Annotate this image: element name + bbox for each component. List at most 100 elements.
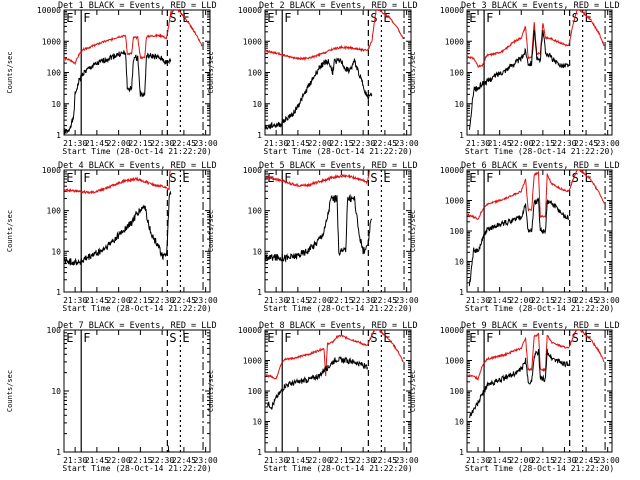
- x-axis-label: Start Time (28-Oct-14 21:22:20): [62, 147, 211, 156]
- x-tick-label: 22:30: [351, 139, 375, 148]
- panel-det-8: Det 8 BLACK = Events, RED = LLD Counts/se…: [207, 321, 419, 473]
- y-tick-label: 10000: [37, 6, 61, 15]
- marker-label-E: E: [469, 171, 476, 185]
- series-events: [468, 348, 570, 419]
- marker-label-E: E: [469, 331, 476, 345]
- x-tick-label: 21:30: [264, 139, 288, 148]
- y-tick-label: 10: [51, 247, 61, 256]
- x-tick-label: 23:00: [194, 456, 218, 465]
- marker-label-F: F: [284, 331, 291, 345]
- y-tick-label: 100: [450, 69, 465, 78]
- panel-det-5: Det 5 BLACK = Events, RED = LLD Counts/se…: [207, 161, 419, 313]
- x-tick-label: 23:00: [395, 456, 419, 465]
- x-tick-label: 21:30: [466, 296, 490, 305]
- series-events: [265, 193, 373, 263]
- panel-title: Det 7 BLACK = Events, RED = LLD: [58, 321, 217, 331]
- y-tick-label: 10: [454, 100, 464, 109]
- y-tick-label: 100: [47, 326, 62, 335]
- axes-frame: [63, 329, 211, 453]
- y-tick-label: 1000: [42, 166, 61, 175]
- x-tick-label: 21:30: [63, 456, 87, 465]
- series-events: [265, 57, 373, 131]
- x-tick-label: 23:00: [395, 296, 419, 305]
- x-tick-label: 22:30: [552, 456, 576, 465]
- marker-label-E: E: [182, 171, 189, 185]
- x-tick-label: 22:15: [329, 139, 353, 148]
- x-tick-label: 21:30: [466, 456, 490, 465]
- panel-title: Det 9 BLACK = Events, RED = LLD: [461, 321, 620, 331]
- y-tick-label: 100: [248, 207, 263, 216]
- marker-label-S: S: [572, 171, 579, 185]
- marker-label-E: E: [267, 331, 274, 345]
- marker-label-S: S: [370, 11, 377, 25]
- x-tick-label: 21:45: [286, 296, 310, 305]
- x-tick-label: 22:00: [308, 139, 332, 148]
- y-tick-label: 10: [51, 387, 61, 396]
- y-axis-label: Counts/sec: [6, 51, 14, 93]
- y-axis-label: Counts/sec: [6, 370, 14, 412]
- marker-label-E: E: [267, 11, 274, 25]
- y-tick-label: 1: [257, 131, 262, 140]
- series-events: [64, 190, 172, 266]
- x-tick-label: 22:45: [373, 456, 397, 465]
- panel-det-2: Det 2 BLACK = Events, RED = LLD Counts/se…: [207, 1, 419, 156]
- x-tick-label: 21:30: [63, 139, 87, 148]
- marker-label-S: S: [370, 331, 377, 345]
- x-tick-label: 21:45: [488, 456, 512, 465]
- marker-label-F: F: [83, 171, 90, 185]
- marker-label-F: F: [486, 11, 493, 25]
- x-tick-label: 22:45: [574, 139, 598, 148]
- panel-title: Det 2 BLACK = Events, RED = LLD: [259, 1, 418, 11]
- axes-frame: [264, 329, 412, 453]
- marker-label-E: E: [182, 331, 189, 345]
- panel-det-4: Det 4 BLACK = Events, RED = LLD Counts/se…: [6, 161, 218, 313]
- y-axis-label: Counts/sec: [409, 210, 417, 252]
- y-tick-label: 10000: [440, 6, 464, 15]
- x-tick-label: 22:15: [329, 296, 353, 305]
- series-lld: [467, 170, 605, 220]
- x-axis-label: Start Time (28-Oct-14 21:22:20): [263, 464, 412, 473]
- series-lld: [467, 330, 605, 381]
- x-tick-label: 22:00: [107, 139, 131, 148]
- panel-det-3: Det 3 BLACK = Events, RED = LLD Counts/se…: [409, 1, 620, 156]
- x-axis-label: Start Time (28-Oct-14 21:22:20): [62, 464, 211, 473]
- series-lld: [265, 170, 371, 188]
- x-tick-label: 21:45: [488, 296, 512, 305]
- marker-label-F: F: [83, 331, 90, 345]
- marker-label-F: F: [486, 331, 493, 345]
- x-tick-label: 22:30: [552, 139, 576, 148]
- x-tick-label: 22:15: [128, 456, 152, 465]
- panel-title: Det 8 BLACK = Events, RED = LLD: [259, 321, 418, 331]
- x-tick-label: 22:30: [150, 139, 174, 148]
- y-tick-label: 100: [248, 387, 263, 396]
- x-axis-label: Start Time (28-Oct-14 21:22:20): [465, 464, 614, 473]
- y-tick-label: 10000: [238, 6, 262, 15]
- x-axis-label: Start Time (28-Oct-14 21:22:20): [465, 304, 614, 313]
- y-tick-label: 100: [47, 69, 62, 78]
- y-tick-label: 1000: [42, 37, 61, 46]
- y-tick-label: 1: [56, 131, 61, 140]
- x-tick-label: 22:15: [329, 456, 353, 465]
- x-tick-label: 22:45: [373, 139, 397, 148]
- y-tick-label: 1: [257, 448, 262, 457]
- x-tick-label: 21:30: [264, 296, 288, 305]
- x-tick-label: 22:00: [107, 296, 131, 305]
- x-tick-label: 22:15: [531, 456, 555, 465]
- panel-det-6: Det 6 BLACK = Events, RED = LLD Counts/se…: [409, 161, 620, 313]
- x-tick-label: 22:30: [351, 456, 375, 465]
- x-tick-label: 22:00: [308, 456, 332, 465]
- marker-label-S: S: [169, 331, 176, 345]
- axes-frame: [264, 169, 412, 293]
- x-tick-label: 23:00: [194, 296, 218, 305]
- y-axis-label: Counts/sec: [6, 210, 14, 252]
- marker-label-S: S: [169, 171, 176, 185]
- marker-label-S: S: [572, 331, 579, 345]
- y-tick-label: 1: [459, 448, 464, 457]
- y-tick-label: 10000: [238, 326, 262, 335]
- axes-frame: [264, 9, 412, 136]
- y-tick-label: 1000: [445, 197, 464, 206]
- y-tick-label: 10: [252, 247, 262, 256]
- x-tick-label: 22:30: [552, 296, 576, 305]
- marker-label-F: F: [486, 171, 493, 185]
